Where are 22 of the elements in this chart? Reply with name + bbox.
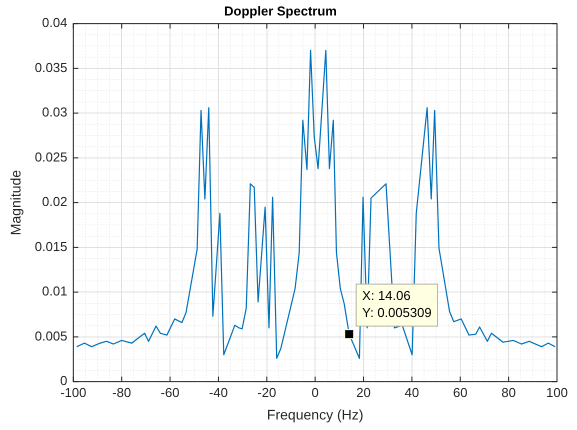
y-tick-label: 0.03	[42, 104, 68, 120]
x-tick-label: -80	[112, 384, 132, 400]
annotation: X: 14.06 Y: 0.005309	[362, 288, 432, 320]
x-tick-label: 40	[404, 384, 420, 400]
x-tick-label: 20	[356, 384, 371, 400]
x-tick-label: -60	[160, 384, 180, 400]
y-tick-label: 0.035	[34, 60, 68, 75]
x-tick-label: 80	[501, 384, 516, 400]
y-tick-label: 0.02	[42, 194, 68, 210]
x-axis-title: Frequency (Hz)	[266, 406, 364, 422]
x-tick-label: 100	[546, 384, 568, 400]
y-tick-label: 0.025	[34, 149, 68, 164]
chart-title: Doppler Spectrum	[224, 3, 337, 18]
y-tick-label: 0.005	[34, 328, 68, 344]
x-tick-label: 0	[312, 384, 319, 400]
y-tick-label: 0.04	[42, 15, 68, 30]
x-tick-label: -40	[209, 384, 228, 400]
y-axis-title: Magnitude	[7, 170, 24, 236]
y-tick-label: 0.015	[34, 238, 68, 254]
x-tick-label: 60	[453, 384, 468, 400]
y-tick-label: 0.01	[42, 284, 68, 299]
x-tick-label: -20	[257, 384, 276, 400]
